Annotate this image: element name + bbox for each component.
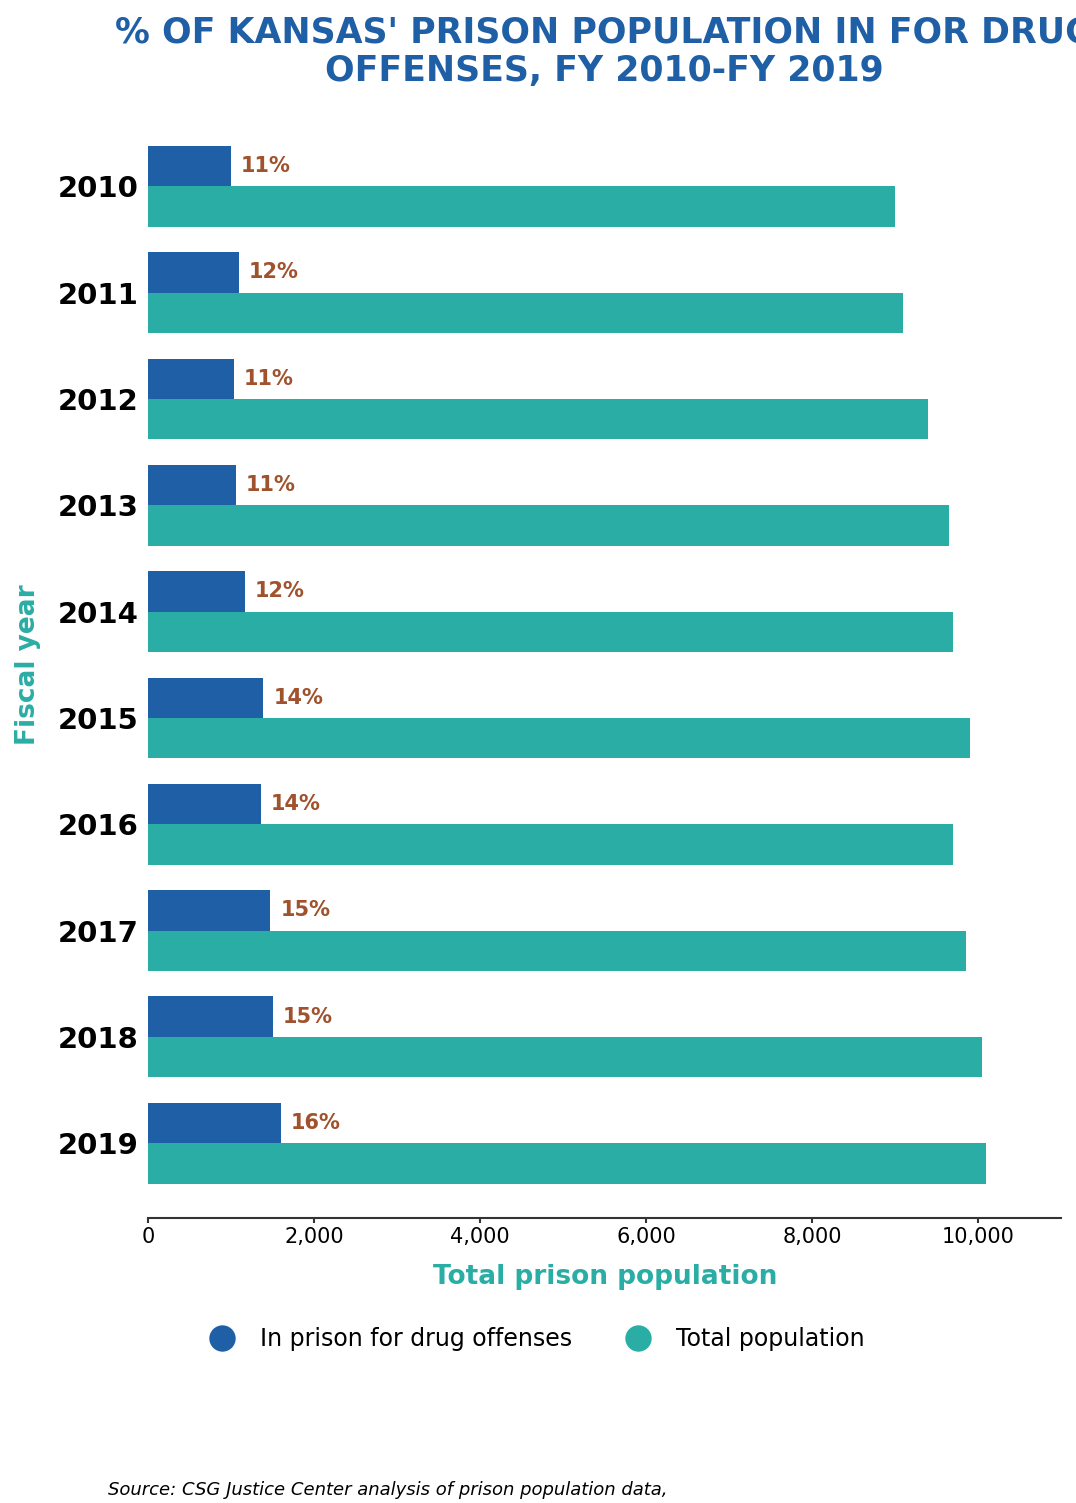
- Bar: [148, 1103, 281, 1144]
- Text: 15%: 15%: [281, 900, 330, 920]
- Text: 11%: 11%: [240, 156, 291, 176]
- Text: Source: CSG Justice Center analysis of prison population data,: Source: CSG Justice Center analysis of p…: [108, 1482, 667, 1500]
- X-axis label: Total prison population: Total prison population: [433, 1264, 777, 1290]
- Text: 14%: 14%: [271, 794, 321, 815]
- Bar: [148, 1037, 982, 1078]
- Text: 11%: 11%: [246, 475, 296, 494]
- Bar: [148, 146, 230, 186]
- Bar: [148, 824, 953, 864]
- Bar: [148, 1144, 987, 1183]
- Title: % OF KANSAS' PRISON POPULATION IN FOR DRUG
OFFENSES, FY 2010-FY 2019: % OF KANSAS' PRISON POPULATION IN FOR DR…: [115, 15, 1076, 89]
- Text: 11%: 11%: [244, 368, 294, 389]
- Bar: [148, 253, 239, 293]
- Bar: [148, 890, 270, 930]
- Bar: [148, 398, 929, 439]
- Bar: [148, 186, 895, 227]
- Text: 16%: 16%: [292, 1112, 341, 1133]
- Y-axis label: Fiscal year: Fiscal year: [15, 585, 41, 745]
- Legend: In prison for drug offenses, Total population: In prison for drug offenses, Total popul…: [189, 1318, 874, 1360]
- Bar: [148, 464, 236, 505]
- Bar: [148, 996, 273, 1037]
- Bar: [148, 783, 261, 824]
- Bar: [148, 718, 969, 759]
- Bar: [148, 571, 245, 612]
- Text: 15%: 15%: [283, 1007, 332, 1027]
- Text: 14%: 14%: [273, 688, 323, 708]
- Bar: [148, 678, 264, 718]
- Bar: [148, 293, 904, 334]
- Text: 12%: 12%: [249, 263, 299, 283]
- Bar: [148, 612, 953, 652]
- Text: 12%: 12%: [255, 582, 305, 601]
- Bar: [148, 930, 965, 971]
- Bar: [148, 505, 949, 546]
- Bar: [148, 359, 235, 398]
